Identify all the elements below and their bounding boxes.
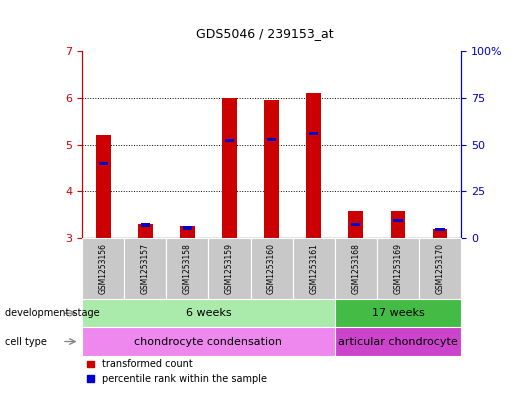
Bar: [82, 299, 335, 327]
Bar: [377, 238, 419, 299]
Bar: [432, 229, 447, 238]
Bar: [96, 134, 111, 238]
Text: GSM1253161: GSM1253161: [309, 243, 318, 294]
Bar: [335, 299, 461, 327]
Text: GSM1253170: GSM1253170: [436, 243, 445, 294]
Bar: [267, 138, 276, 141]
Bar: [251, 238, 293, 299]
Bar: [391, 211, 405, 238]
Text: GDS5046 / 239153_at: GDS5046 / 239153_at: [196, 27, 334, 40]
Text: GSM1253169: GSM1253169: [393, 243, 402, 294]
Bar: [183, 226, 192, 230]
Bar: [436, 228, 445, 231]
Text: GSM1253168: GSM1253168: [351, 243, 360, 294]
Bar: [222, 98, 237, 238]
Text: GSM1253157: GSM1253157: [141, 243, 150, 294]
Bar: [264, 101, 279, 238]
Bar: [166, 238, 208, 299]
Bar: [180, 226, 195, 238]
Bar: [138, 224, 153, 238]
Text: chondrocyte condensation: chondrocyte condensation: [135, 336, 282, 347]
Bar: [225, 138, 234, 142]
Text: GSM1253159: GSM1253159: [225, 243, 234, 294]
Text: GSM1253156: GSM1253156: [99, 243, 108, 294]
Text: GSM1253158: GSM1253158: [183, 243, 192, 294]
Text: cell type: cell type: [5, 336, 47, 347]
Text: 6 weeks: 6 weeks: [186, 308, 231, 318]
Bar: [351, 222, 360, 226]
Bar: [306, 92, 321, 238]
Bar: [140, 224, 150, 227]
Text: 17 weeks: 17 weeks: [372, 308, 425, 318]
Bar: [419, 238, 461, 299]
Legend: transformed count, percentile rank within the sample: transformed count, percentile rank withi…: [87, 359, 267, 384]
Bar: [124, 238, 166, 299]
Bar: [335, 238, 377, 299]
Text: articular chondrocyte: articular chondrocyte: [338, 336, 458, 347]
Text: development stage: development stage: [5, 308, 100, 318]
Bar: [348, 211, 363, 238]
Bar: [82, 238, 124, 299]
Text: GSM1253160: GSM1253160: [267, 243, 276, 294]
Bar: [309, 132, 319, 135]
Bar: [393, 219, 403, 222]
Bar: [82, 327, 335, 356]
Bar: [293, 238, 335, 299]
Bar: [335, 327, 461, 356]
Bar: [208, 238, 251, 299]
Bar: [99, 162, 108, 165]
